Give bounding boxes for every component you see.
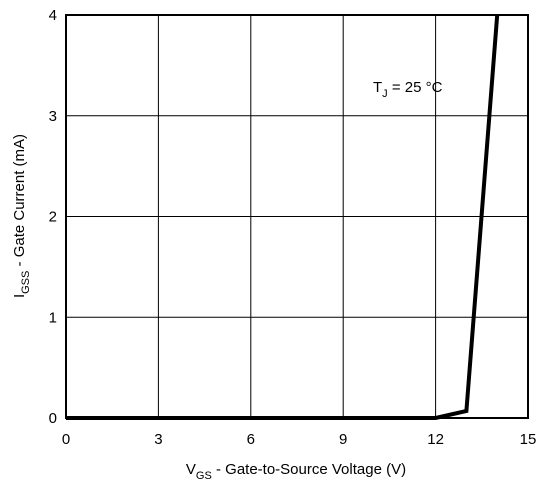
x-tick-label-3: 9 — [339, 431, 347, 448]
x-axis-label: VGS - Gate-to-Source Voltage (V) — [186, 461, 406, 482]
y-tick-label-2: 2 — [49, 209, 57, 226]
y-tick-labels: 0 1 2 3 4 — [49, 7, 57, 427]
x-tick-label-0: 0 — [62, 431, 70, 448]
y-tick-label-4: 4 — [49, 7, 57, 24]
y-tick-label-1: 1 — [49, 309, 57, 326]
y-tick-label-0: 0 — [49, 410, 57, 427]
series-line — [66, 14, 500, 420]
x-tick-label-1: 3 — [154, 431, 162, 448]
y-tick-label-3: 3 — [49, 108, 57, 125]
x-tick-labels: 0 3 6 9 12 15 — [62, 431, 537, 448]
x-tick-label-2: 6 — [247, 431, 255, 448]
grid-lines — [65, 14, 529, 419]
x-tick-label-4: 12 — [427, 431, 444, 448]
y-axis-label: IGSS - Gate Current (mA) — [11, 134, 32, 298]
temperature-annotation: TJ = 25 °C — [373, 79, 443, 100]
x-tick-label-5: 15 — [520, 431, 537, 448]
